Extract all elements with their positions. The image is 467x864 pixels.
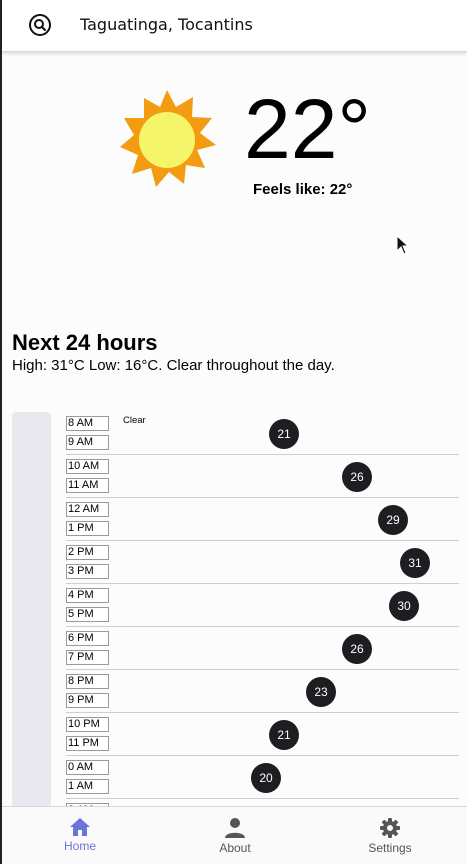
time-label: 12 AM: [66, 502, 109, 517]
time-label: 8 AM: [66, 416, 109, 431]
time-label: 1 AM: [66, 779, 109, 794]
section-title: Next 24 hours: [12, 330, 158, 355]
nav-settings-label: Settings: [368, 841, 412, 855]
hour-row: 4 PM 5 PM 30: [66, 584, 459, 627]
nav-about[interactable]: About: [190, 817, 280, 855]
time-label: 11 PM: [66, 736, 109, 751]
temperature-bubble: 30: [389, 591, 419, 621]
time-label: 2 AM: [66, 803, 109, 806]
nav-home-label: Home: [63, 839, 96, 853]
hour-row: 10 PM 11 PM 21: [66, 713, 459, 756]
hour-row: 2 PM 3 PM 31: [66, 541, 459, 584]
person-icon: [225, 818, 245, 838]
search-icon[interactable]: [28, 13, 52, 37]
top-bar: Taguatinga, Tocantins: [2, 0, 467, 52]
gear-icon: [380, 818, 400, 838]
temperature-bubble: 31: [400, 548, 430, 578]
hourly-list[interactable]: 8 AM 9 AM Clear 21 10 AM 11 AM 26 12 AM 1 PM 29 2 …: [66, 412, 459, 806]
feels-like: Feels like: 22°: [253, 181, 353, 198]
location-label[interactable]: Taguatinga, Tocantins: [80, 15, 253, 34]
nav-about-label: About: [219, 841, 251, 855]
temperature-bubble: 20: [251, 763, 281, 793]
nav-home[interactable]: Home: [35, 817, 125, 853]
time-label: 9 PM: [66, 693, 109, 708]
sun-icon: [118, 90, 216, 188]
timeline-sidebar: [12, 412, 51, 812]
bottom-nav: Home About Settings: [2, 806, 467, 864]
time-label: 5 PM: [66, 607, 109, 622]
time-label: 9 AM: [66, 435, 109, 450]
hour-row: 8 AM 9 AM Clear 21: [66, 412, 459, 455]
temperature-bubble: 21: [269, 419, 299, 449]
time-label: 3 PM: [66, 564, 109, 579]
hour-row: 0 AM 1 AM 20: [66, 756, 459, 799]
time-label: 8 PM: [66, 674, 109, 689]
time-label: 0 AM: [66, 760, 109, 775]
temperature-bubble: 21: [269, 720, 299, 750]
hour-row: 8 PM 9 PM 23: [66, 670, 459, 713]
home-icon: [70, 818, 90, 836]
temperature-bubble: 23: [306, 677, 336, 707]
temperature-bubble: 26: [342, 462, 372, 492]
time-label: 10 PM: [66, 717, 109, 732]
hour-row: 12 AM 1 PM 29: [66, 498, 459, 541]
hour-row: 2 AM: [66, 799, 459, 806]
current-temperature: 22°: [244, 82, 372, 176]
time-label: 2 PM: [66, 545, 109, 560]
temperature-bubble: 29: [378, 505, 408, 535]
temperature-bubble: 26: [342, 634, 372, 664]
time-label: 1 PM: [66, 521, 109, 536]
nav-settings[interactable]: Settings: [345, 817, 435, 855]
section-summary: High: 31°C Low: 16°C. Clear throughout t…: [12, 357, 335, 374]
hour-row: 6 PM 7 PM 26: [66, 627, 459, 670]
time-label: 11 AM: [66, 478, 109, 493]
condition-label: Clear: [123, 415, 146, 426]
mouse-cursor-icon: [396, 234, 410, 255]
time-label: 7 PM: [66, 650, 109, 665]
time-label: 10 AM: [66, 459, 109, 474]
hour-row: 10 AM 11 AM 26: [66, 455, 459, 498]
time-label: 4 PM: [66, 588, 109, 603]
time-label: 6 PM: [66, 631, 109, 646]
